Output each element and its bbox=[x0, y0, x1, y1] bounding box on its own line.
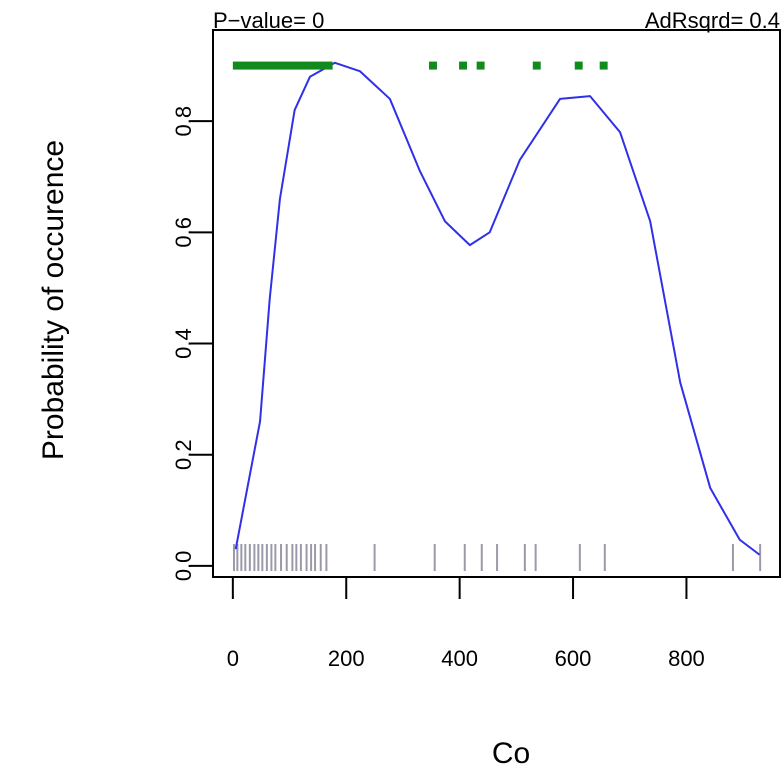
highlight-segment bbox=[532, 61, 541, 70]
x-tick-label: 200 bbox=[328, 646, 365, 671]
y-tick-label: 0.0 bbox=[171, 551, 196, 582]
y-axis-label: Probability of occurence bbox=[37, 140, 70, 460]
y-tick-label: 0.2 bbox=[171, 439, 196, 470]
highlight-segment bbox=[232, 61, 333, 70]
highlight-segment bbox=[599, 61, 608, 70]
y-tick-label: 0.6 bbox=[171, 217, 196, 248]
x-axis-label: Co bbox=[492, 737, 530, 770]
x-tick-label: 800 bbox=[668, 646, 705, 671]
x-tick-label: 600 bbox=[555, 646, 592, 671]
title-right: AdRsqrd= 0.4 bbox=[645, 8, 780, 33]
highlight-segment bbox=[459, 61, 468, 70]
y-tick-label: 0.4 bbox=[171, 328, 196, 359]
x-tick-label: 0 bbox=[227, 646, 239, 671]
x-tick-label: 400 bbox=[441, 646, 478, 671]
highlight-segment bbox=[574, 61, 583, 70]
highlight-segment bbox=[476, 61, 485, 70]
y-tick-label: 0.8 bbox=[171, 106, 196, 137]
plot-frame bbox=[212, 29, 781, 578]
title-left: P−value= 0 bbox=[213, 8, 324, 33]
fit-line bbox=[234, 61, 761, 556]
highlight-segment bbox=[429, 61, 437, 70]
